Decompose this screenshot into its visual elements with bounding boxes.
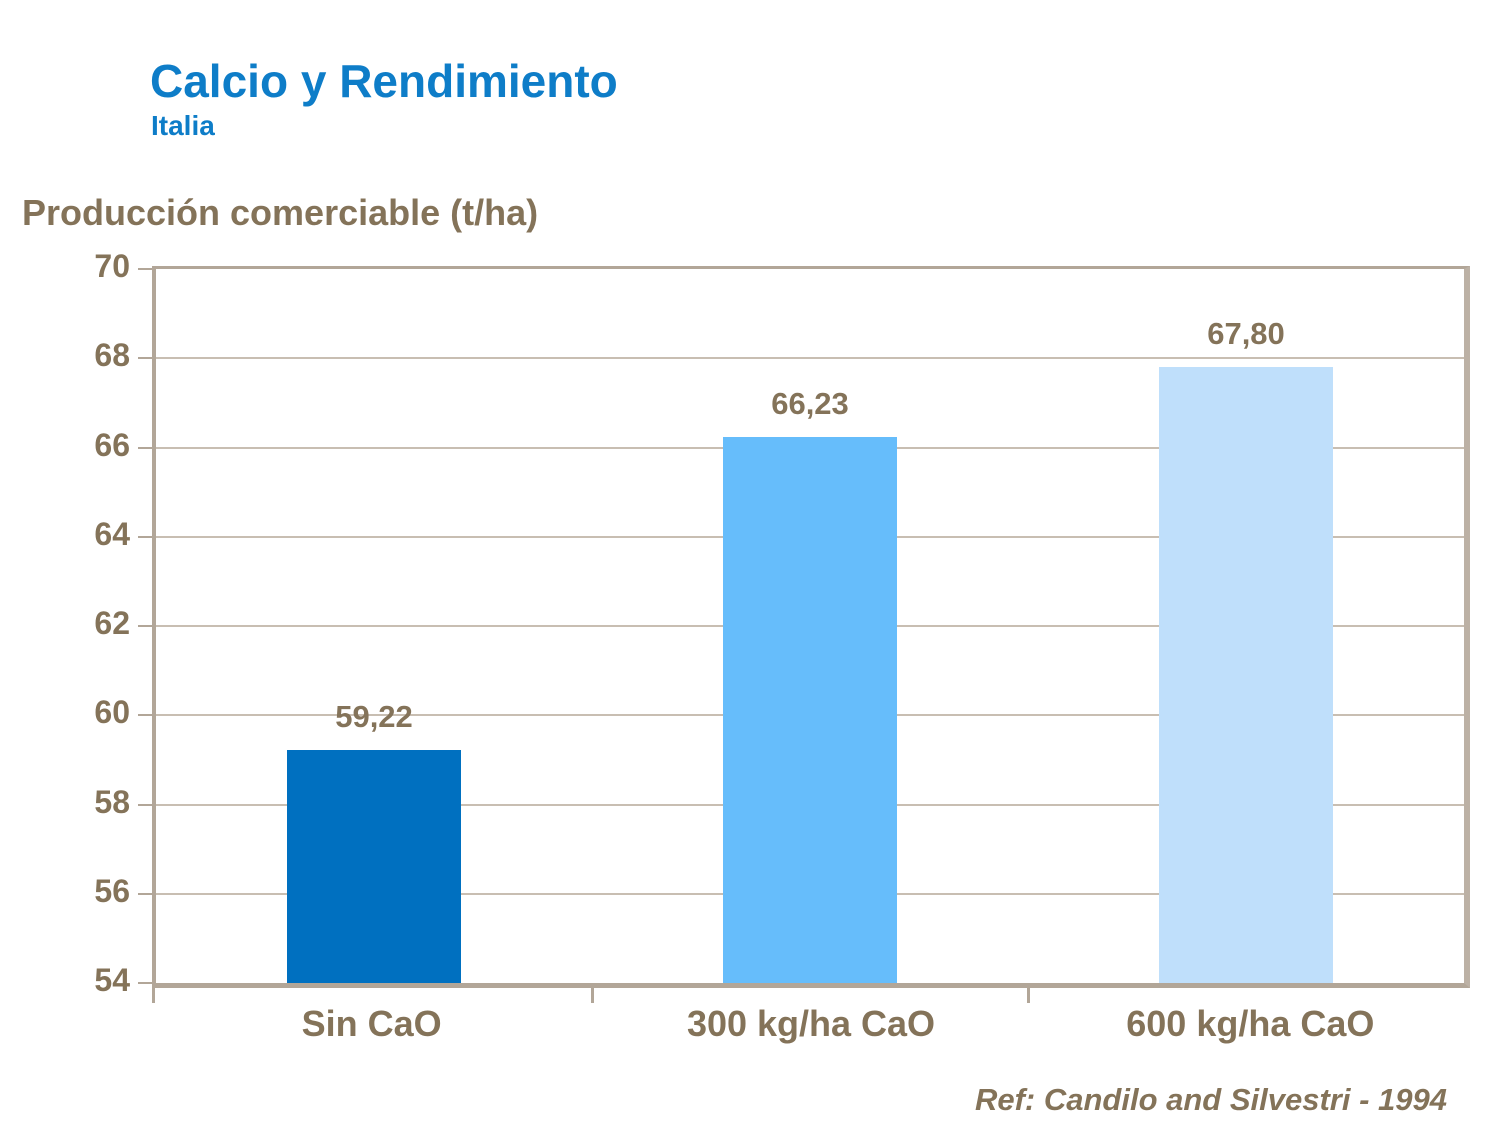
y-tick-mark <box>138 446 152 449</box>
y-tick-mark <box>138 535 152 538</box>
y-tick-mark <box>138 982 152 984</box>
value-label-sin-cao: 59,22 <box>335 699 413 735</box>
y-tick-label: 66 <box>94 426 130 463</box>
bar-300-kg-ha-cao <box>722 437 898 983</box>
x-tick-label-300-kg-ha-cao: 300 kg/ha CaO <box>686 1003 936 1044</box>
chart-title: Calcio y Rendimiento <box>150 55 618 107</box>
x-tick-mark <box>590 988 594 1003</box>
y-tick-mark <box>138 268 152 270</box>
bar-600-kg-ha-cao <box>1158 367 1334 983</box>
y-tick-label: 58 <box>94 783 130 820</box>
plot-area: 59,22 66,23 67,80 <box>138 266 1470 1003</box>
y-tick-label: 64 <box>94 515 130 552</box>
x-axis-labels: Sin CaO 300 kg/ha CaO 600 kg/ha CaO <box>152 1003 1470 1053</box>
bar-sin-cao <box>286 750 462 983</box>
y-tick-mark <box>138 714 152 717</box>
y-axis-title: Producción comerciable (t/ha) <box>22 192 539 233</box>
value-label-600-kg-ha-cao: 67,80 <box>1207 316 1285 352</box>
x-tick-mark <box>1026 988 1030 1003</box>
y-tick-mark <box>138 625 152 627</box>
x-tick-label-600-kg-ha-cao: 600 kg/ha CaO <box>1126 1003 1375 1044</box>
y-tick-mark <box>138 892 152 895</box>
y-tick-mark <box>138 803 152 806</box>
y-axis-labels: 54 56 58 60 62 64 66 68 70 <box>0 250 130 996</box>
y-tick-label: 62 <box>94 605 130 641</box>
x-tick-mark <box>152 988 155 1003</box>
y-tick-label: 70 <box>94 248 130 284</box>
chart-subtitle: Italia <box>151 110 215 141</box>
y-tick-label: 60 <box>94 694 130 731</box>
y-tick-label: 54 <box>94 962 130 998</box>
value-label-300-kg-ha-cao: 66,23 <box>771 386 849 422</box>
gridline <box>156 357 1464 360</box>
y-tick-label: 68 <box>94 337 130 374</box>
x-tick-label-sin-cao: Sin CaO <box>301 1003 442 1044</box>
y-tick-mark <box>138 357 152 360</box>
y-tick-label: 56 <box>94 872 130 909</box>
reference-citation: Ref: Candilo and Silvestri - 1994 <box>974 1082 1447 1117</box>
